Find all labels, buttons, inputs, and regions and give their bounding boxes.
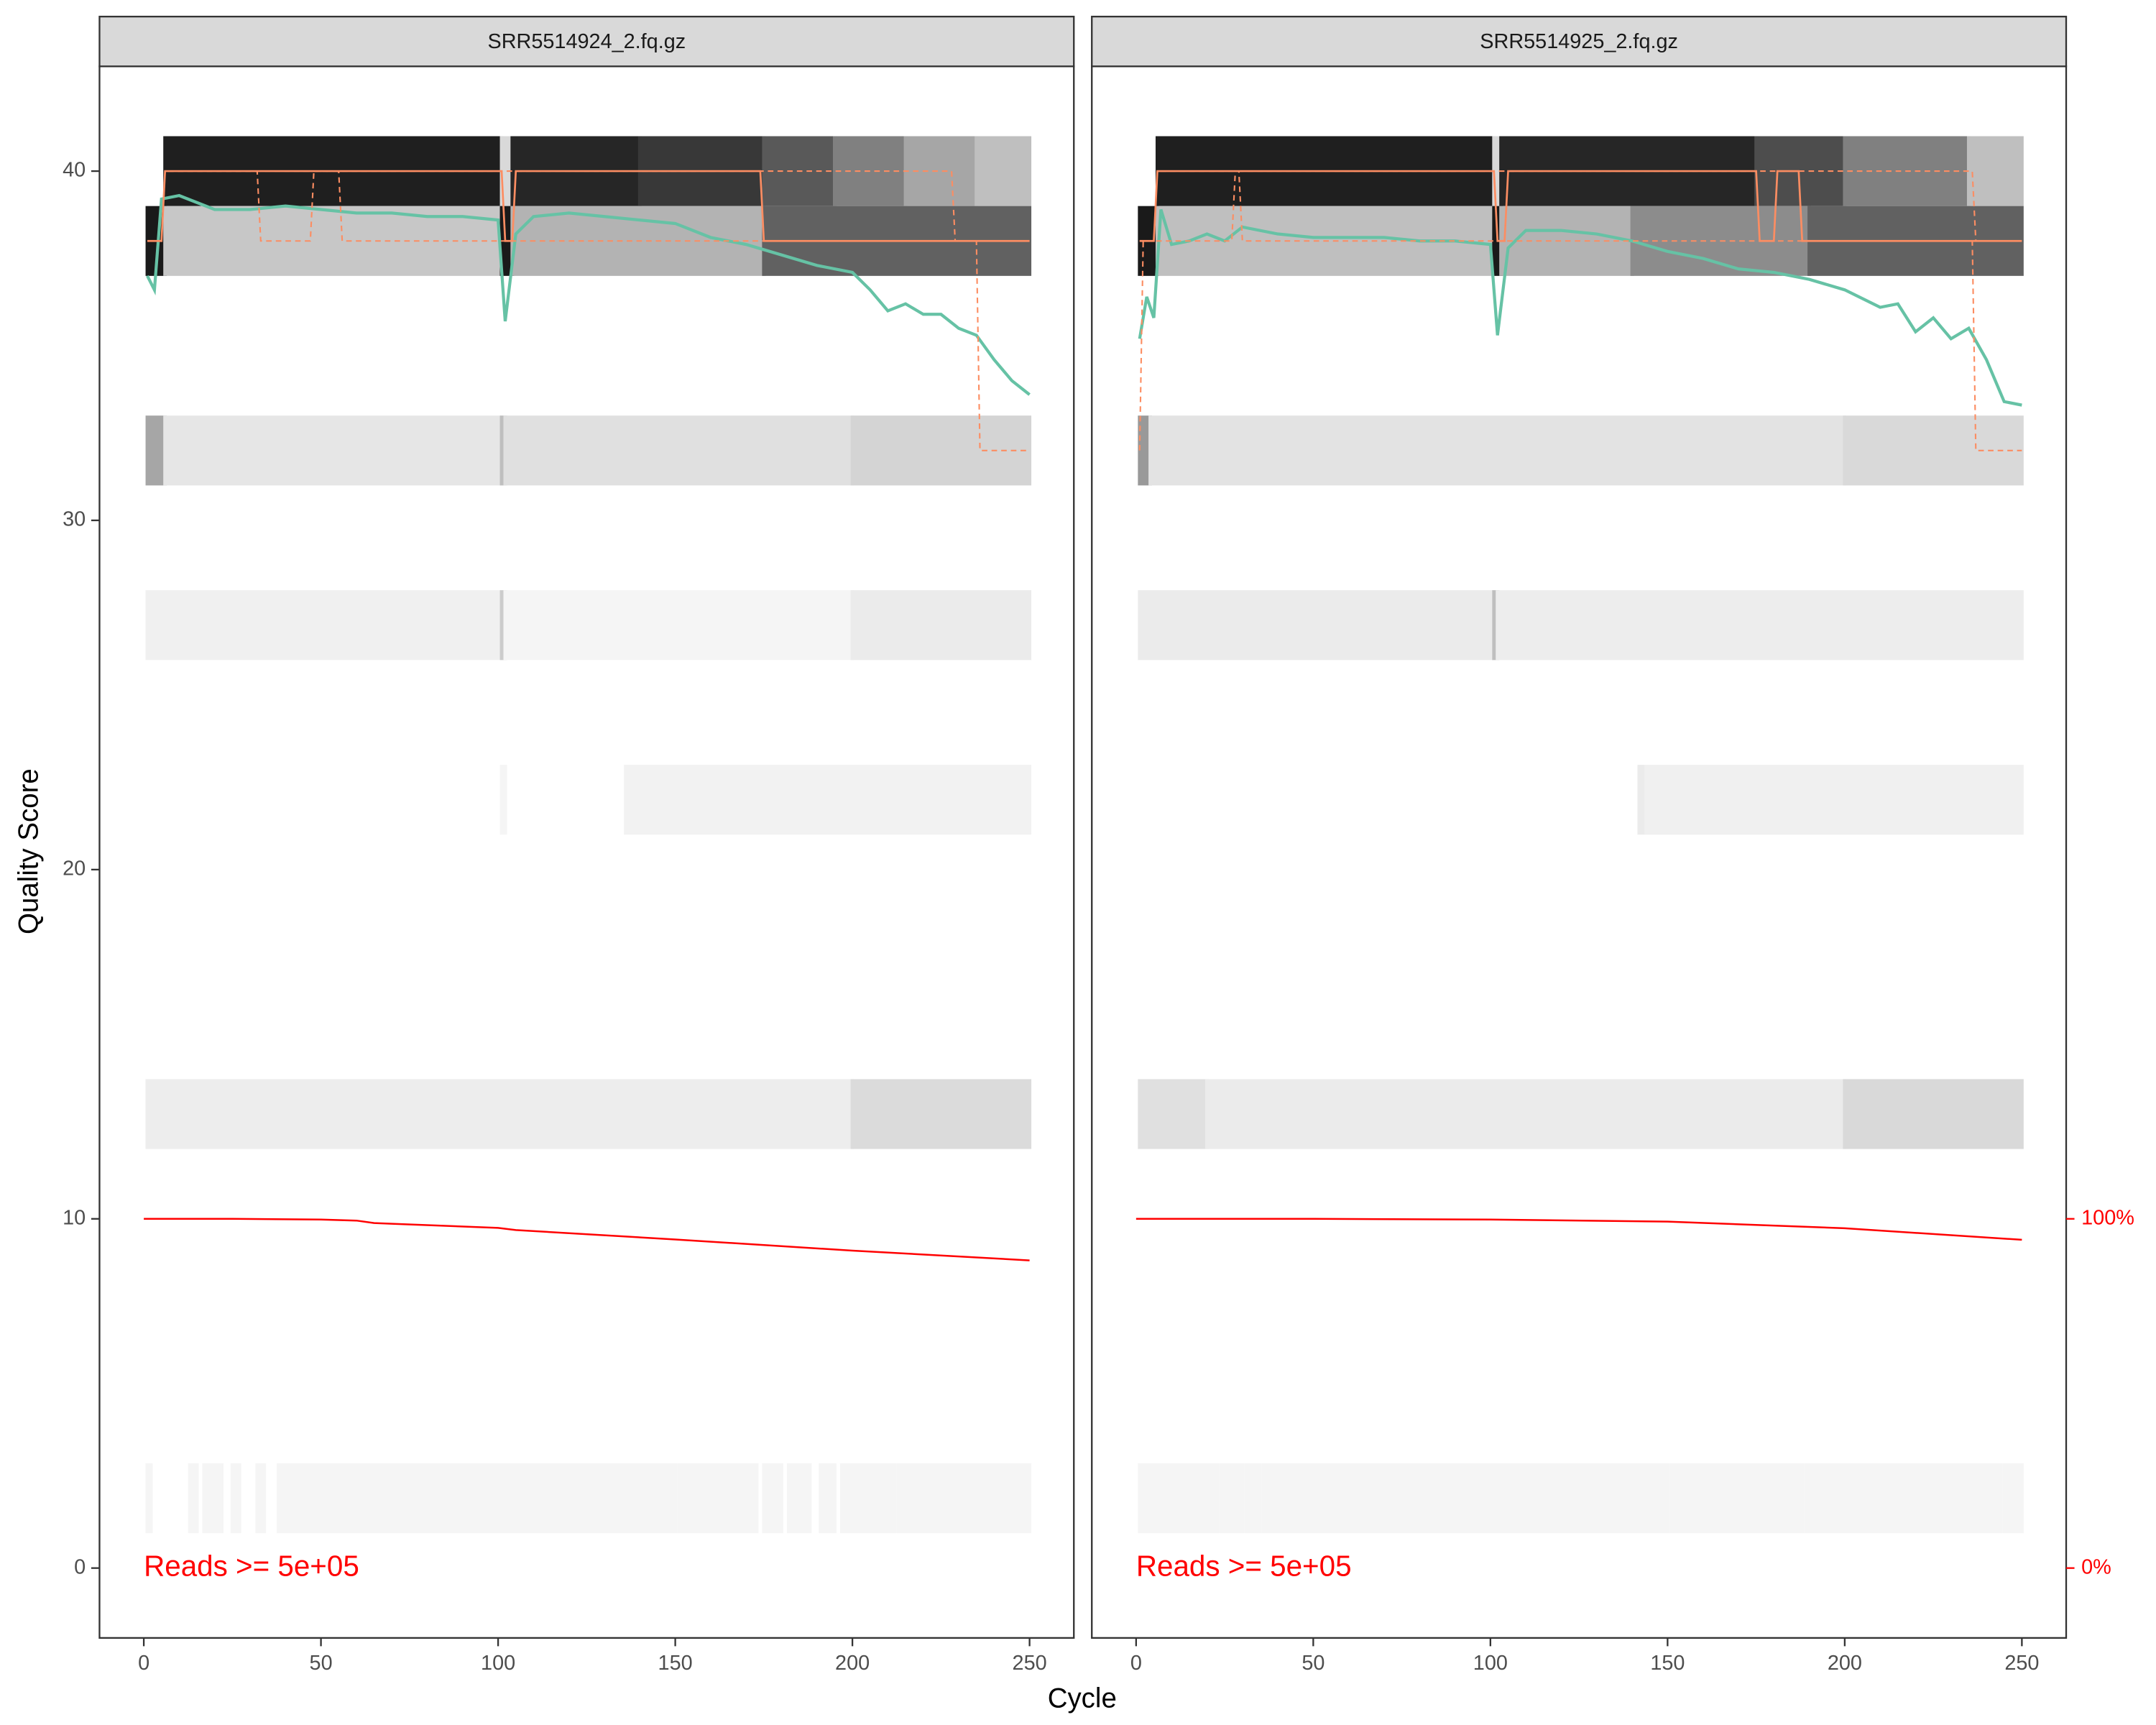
heatmap-tile — [1669, 1463, 1805, 1534]
y-axis-title: Quality Score — [13, 768, 44, 934]
heatmap-tile — [1637, 765, 1645, 835]
heatmap-tile — [255, 1463, 267, 1534]
heatmap-tile — [202, 1463, 213, 1534]
heatmap-tile — [1138, 415, 1153, 486]
heatmap-tile — [1244, 1463, 1262, 1534]
heatmap-tile — [819, 1463, 837, 1534]
x-tick-label: 50 — [1302, 1652, 1325, 1675]
heatmap-tile — [145, 1079, 854, 1149]
strip — [1091, 15, 2068, 68]
x-tick-label: 0 — [138, 1652, 149, 1675]
strip-title: SRR5514924_2.fq.gz — [488, 30, 686, 53]
heatmap-tile — [1148, 415, 1847, 486]
heatmap-tile — [163, 415, 504, 486]
heatmap-tile — [1138, 1463, 1156, 1534]
y-tick-label: 20 — [63, 857, 86, 880]
heatmap-tile — [145, 1463, 153, 1534]
heatmap-tile — [2002, 1463, 2024, 1534]
heatmap-tile — [1261, 1463, 1669, 1534]
heatmap-tile — [1804, 1463, 1889, 1534]
x-tick-label: 150 — [658, 1652, 693, 1675]
annotation: Reads >= 5e+05 — [1136, 1549, 1352, 1582]
plot-area: Reads >= 5e+05 — [1136, 136, 2024, 1582]
heatmap-tile — [1219, 1463, 1245, 1534]
y-tick-label: 10 — [63, 1206, 86, 1229]
heatmap-tile — [1843, 415, 2024, 486]
panel: Reads >= 5e+05 SRR5514925_2.fq.gz 0 50 100 15… — [1091, 15, 2068, 1675]
panel-background — [99, 66, 1074, 1638]
heatmap-tile — [499, 765, 507, 835]
heatmap-tile — [1155, 1463, 1220, 1534]
heatmap-tile — [1644, 765, 2024, 835]
strip-title: SRR5514925_2.fq.gz — [1480, 30, 1678, 53]
heatmap-tile — [503, 415, 854, 486]
y-tick-label: 40 — [63, 159, 86, 182]
heatmap-tile — [213, 1463, 224, 1534]
panel-background — [1092, 66, 2066, 1638]
x-tick-label: 250 — [1013, 1652, 1047, 1675]
heatmap-tile — [230, 1463, 241, 1534]
line — [1135, 1218, 2022, 1241]
line — [1138, 208, 2022, 407]
heatmap-tile — [762, 1463, 783, 1534]
heatmap-tile — [1981, 1463, 2003, 1534]
line — [144, 1218, 1030, 1261]
heatmap-tile — [276, 1463, 678, 1534]
line — [1138, 170, 2022, 451]
heatmap-tile — [624, 765, 1032, 835]
heatmap-tile — [188, 1463, 199, 1534]
line — [147, 170, 1030, 242]
x-tick-label: 100 — [1473, 1652, 1508, 1675]
x-tick-label: 200 — [835, 1652, 870, 1675]
x-tick-label: 50 — [310, 1652, 333, 1675]
y-tick-label: 0 — [74, 1555, 86, 1578]
x-tick-label: 200 — [1828, 1652, 1862, 1675]
heatmap-tile — [786, 1463, 812, 1534]
y2-tick-label: 0% — [2081, 1555, 2111, 1578]
y-tick-label: 30 — [63, 508, 86, 531]
heatmap-tile — [145, 590, 504, 661]
heatmap-tile — [1138, 590, 1496, 661]
heatmap-tile — [896, 1463, 1032, 1534]
heatmap-tile — [975, 136, 1032, 206]
heatmap-tile — [1843, 1079, 2024, 1149]
heatmap-tile — [850, 1079, 1032, 1149]
heatmap-tile — [503, 590, 854, 661]
annotation: Reads >= 5e+05 — [144, 1549, 359, 1582]
x-axis-title: Cycle — [1048, 1683, 1117, 1714]
heatmap-tile — [1889, 1463, 1981, 1534]
plot-area: Reads >= 5e+05 — [144, 136, 1032, 1582]
y2-tick-label: 100% — [2081, 1206, 2134, 1229]
heatmap-tile — [1496, 590, 2024, 661]
heatmap-tile — [677, 1463, 759, 1534]
line — [146, 193, 1031, 396]
panel: Reads >= 5e+05 SRR5514924_2.fq.gz 0 50 100 15… — [98, 15, 1075, 1675]
x-tick-label: 0 — [1130, 1652, 1142, 1675]
line — [1139, 170, 2022, 242]
x-tick-label: 100 — [481, 1652, 515, 1675]
heatmap-tile — [839, 1463, 897, 1534]
heatmap-tile — [1966, 136, 2024, 206]
heatmap-tile — [850, 590, 1032, 661]
strip — [98, 15, 1075, 68]
heatmap-tile — [1138, 1079, 1209, 1149]
x-tick-label: 250 — [2004, 1652, 2039, 1675]
heatmap-tile — [1204, 1079, 1847, 1149]
x-tick-label: 150 — [1650, 1652, 1685, 1675]
